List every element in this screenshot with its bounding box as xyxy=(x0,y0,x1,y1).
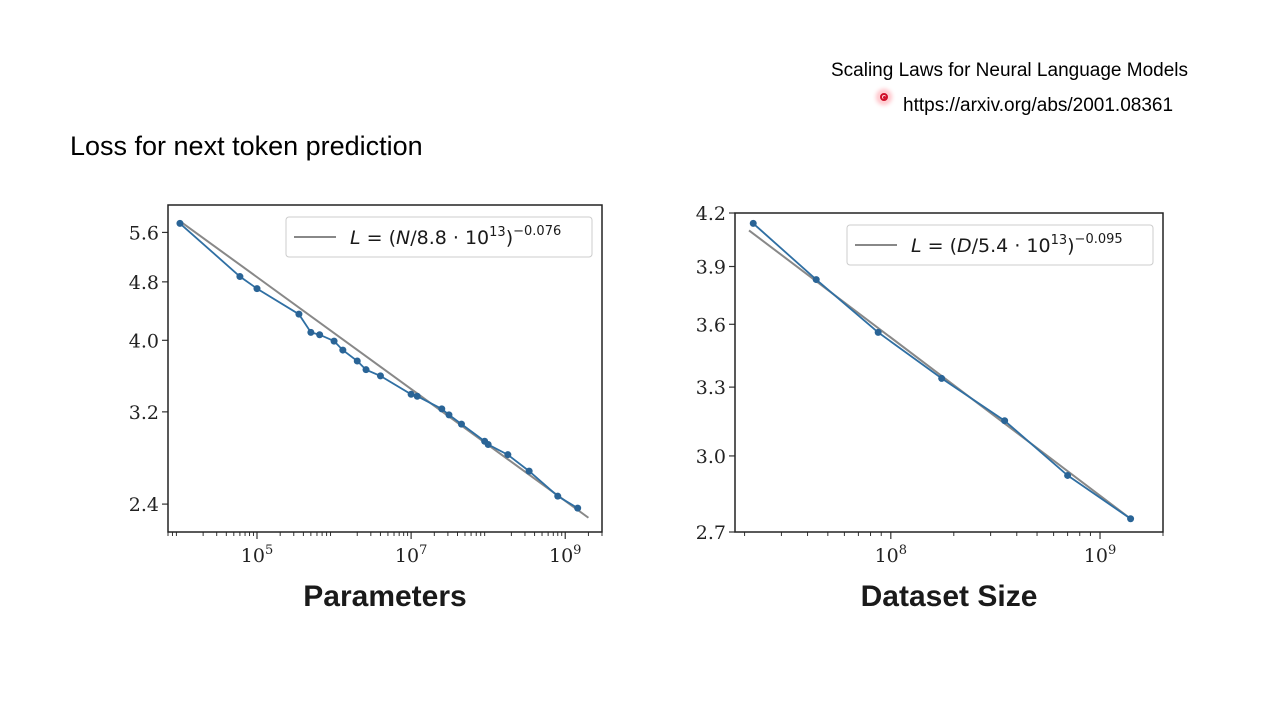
plot-frame xyxy=(734,212,1164,533)
data-point xyxy=(362,366,370,374)
data-point xyxy=(330,337,338,345)
data-point xyxy=(574,504,582,512)
x-tick-label: 108 xyxy=(875,543,907,567)
data-point xyxy=(749,219,757,227)
data-point xyxy=(353,357,361,365)
y-tick-label: 3.3 xyxy=(696,377,726,399)
data-point xyxy=(1064,471,1072,479)
data-point xyxy=(307,328,315,336)
y-tick-label: 5.6 xyxy=(129,222,159,244)
data-point xyxy=(295,310,303,318)
y-tick-label: 4.2 xyxy=(696,203,726,225)
x-tick-label: 107 xyxy=(395,543,427,567)
data-point xyxy=(236,273,244,281)
x-tick-label: 105 xyxy=(241,543,273,567)
legend-label: L = (N/8.8 · 1013)−0.076 xyxy=(350,224,561,249)
data-point xyxy=(874,328,882,336)
y-tick-label: 2.4 xyxy=(129,494,159,516)
y-tick-label: 3.2 xyxy=(129,402,159,424)
data-point xyxy=(525,467,533,475)
y-tick-label: 2.7 xyxy=(696,522,726,544)
x-tick-label: 109 xyxy=(1084,543,1116,567)
y-tick-label: 3.9 xyxy=(696,257,726,279)
data-point xyxy=(457,420,465,428)
data-point xyxy=(445,411,453,419)
legend-label: L = (D/5.4 · 1013)−0.095 xyxy=(911,232,1123,257)
laser-pointer-icon xyxy=(878,91,890,103)
data-point xyxy=(938,374,946,382)
slide-heading: Loss for next token prediction xyxy=(70,131,423,161)
data-point xyxy=(413,392,421,400)
data-point xyxy=(1001,417,1009,425)
data-point xyxy=(484,441,492,449)
y-tick-label: 4.8 xyxy=(129,272,159,294)
data-point xyxy=(176,219,184,227)
x-axis-label: Dataset Size xyxy=(861,580,1038,613)
data-point xyxy=(339,346,347,354)
data-point xyxy=(504,451,512,459)
x-axis-label: Parameters xyxy=(303,580,466,613)
data-point xyxy=(316,331,324,339)
fit-line xyxy=(179,220,590,519)
legend-box xyxy=(285,216,593,258)
chart-1: 105 107 109 2.4 3.2 4.0 4.8 5.6 L = (N/8.8 · 101… xyxy=(129,204,603,613)
series-line xyxy=(752,222,1132,520)
y-tick-label: 3.6 xyxy=(696,314,726,336)
data-point xyxy=(253,285,261,293)
series-line xyxy=(179,222,579,509)
reference-title: Scaling Laws for Neural Language Models xyxy=(831,60,1188,81)
data-point xyxy=(407,390,415,398)
data-point xyxy=(554,492,562,500)
y-tick-label: 4.0 xyxy=(129,330,159,352)
plot-frame xyxy=(167,204,603,533)
fit-line xyxy=(748,229,1132,520)
data-point xyxy=(438,405,446,413)
x-tick-label: 109 xyxy=(549,543,581,567)
chart-2: 108 109 2.7 3.0 3.3 3.6 3.9 4.2 L = (D/5.4 · 101… xyxy=(696,203,1164,613)
y-tick-label: 3.0 xyxy=(696,446,726,468)
legend-box xyxy=(846,224,1154,266)
data-point xyxy=(376,372,384,380)
reference-url[interactable]: https://arxiv.org/abs/2001.08361 xyxy=(903,95,1174,116)
data-point xyxy=(812,276,820,284)
data-point xyxy=(1127,515,1135,523)
